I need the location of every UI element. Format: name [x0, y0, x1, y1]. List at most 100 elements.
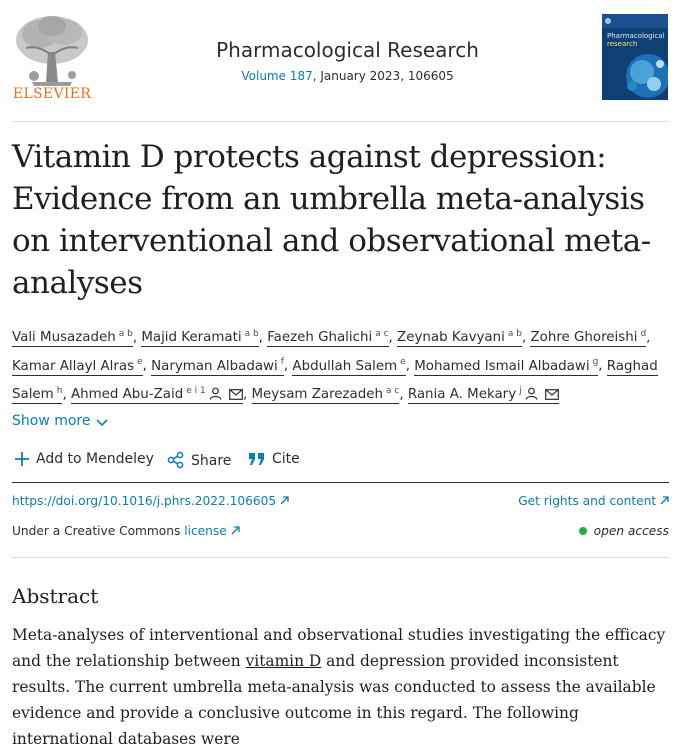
- volume-link[interactable]: Volume 187: [241, 69, 313, 83]
- chevron-down-icon: [95, 419, 108, 427]
- author-link[interactable]: Abdullah Salem e: [292, 357, 406, 376]
- open-access-label: open access: [593, 524, 669, 538]
- show-more-button[interactable]: Show more: [12, 413, 108, 429]
- author-separator: ,: [399, 387, 408, 403]
- author-link[interactable]: Faezeh Ghalichi a c: [267, 329, 389, 348]
- author-affiliation: a b: [507, 329, 522, 339]
- external-link-icon: [280, 496, 289, 505]
- person-icon: [209, 388, 222, 401]
- author-link[interactable]: Kamar Allayl Alras e: [12, 357, 143, 376]
- issue-details: , January 2023, 106605: [312, 69, 454, 83]
- author-affiliation: e: [137, 357, 143, 368]
- author-separator: ,: [242, 387, 252, 403]
- journal-header: ELSEVIER Pharmacological Research Volume…: [0, 0, 675, 122]
- author-separator: ,: [388, 330, 398, 346]
- author-link[interactable]: Zeynab Kavyani a b: [397, 329, 522, 348]
- person-icon: [525, 388, 538, 401]
- author-affiliation: g: [592, 357, 599, 368]
- cover-artwork: [602, 14, 668, 100]
- author-name: Ahmed Abu-Zaid: [70, 387, 184, 403]
- get-rights-link[interactable]: Get rights and content: [518, 494, 669, 508]
- show-more-label: Show more: [12, 413, 91, 429]
- section-divider: [12, 557, 669, 558]
- abstract-text: Meta-analyses of interventional and obse…: [12, 622, 672, 752]
- cover-title-line1: Pharmacological: [607, 32, 665, 40]
- license-notice: Under a Creative Commons license: [12, 524, 240, 538]
- author-affiliation: h: [56, 385, 63, 396]
- author-affiliation: f: [280, 357, 284, 368]
- cite-label: Cite: [272, 451, 300, 467]
- abstract-text-part1: Meta-analyses of interventional and obse…: [12, 626, 666, 670]
- author-link[interactable]: Majid Keramati a b: [141, 329, 259, 348]
- author-name: Majid Keramati: [141, 330, 242, 346]
- elsevier-tree-logo[interactable]: [12, 12, 92, 104]
- journal-title[interactable]: Pharmacological Research: [216, 38, 479, 62]
- cover-title: Pharmacological research: [607, 32, 665, 48]
- author-separator: ,: [258, 330, 268, 346]
- author-separator: ,: [521, 330, 531, 346]
- author-link[interactable]: Vali Musazadeh a b: [12, 329, 133, 348]
- add-to-mendeley-label: Add to Mendeley: [36, 451, 154, 467]
- author-separator: ,: [646, 330, 651, 346]
- author-list: Vali Musazadeh a b, Majid Keramati a b, Fa…: [12, 322, 672, 407]
- vitamin-d-topic-link[interactable]: vitamin D: [245, 652, 322, 670]
- author-separator: ,: [405, 358, 415, 374]
- author-link[interactable]: Zohre Ghoreishi d: [530, 329, 647, 348]
- author-link[interactable]: Mohamed Ismail Albadawi g: [414, 357, 599, 376]
- author-link[interactable]: Naryman Albadawi f: [151, 357, 284, 376]
- author-name: Zeynab Kavyani: [397, 330, 505, 346]
- author-separator: ,: [142, 358, 152, 374]
- open-access-dot-icon: [578, 527, 587, 535]
- author-name: Zohre Ghoreishi: [530, 330, 638, 346]
- doi-link[interactable]: https://doi.org/10.1016/j.phrs.2022.1066…: [12, 494, 289, 508]
- article-title: Vitamin D protects against depression: E…: [12, 139, 651, 301]
- author-affiliation: a c: [375, 329, 389, 339]
- header-divider: [12, 121, 669, 122]
- author-separator: ,: [598, 358, 607, 374]
- author-name: Rania A. Mekary: [407, 387, 517, 403]
- author-link[interactable]: Rania A. Mekary j: [407, 385, 559, 405]
- share-icon: [167, 451, 184, 469]
- quote-icon: [249, 453, 264, 465]
- author-link[interactable]: Raghad Salem h: [12, 358, 658, 405]
- author-name: Faezeh Ghalichi: [267, 330, 373, 346]
- doi-label: https://doi.org/10.1016/j.phrs.2022.1066…: [12, 494, 277, 508]
- open-access-badge: open access: [578, 524, 669, 538]
- author-affiliation: e i 1: [186, 385, 206, 396]
- author-affiliation: a b: [118, 329, 133, 339]
- author-name: Raghad Salem: [12, 358, 658, 403]
- share-button[interactable]: Share: [167, 451, 231, 469]
- plus-icon: [15, 452, 29, 466]
- author-affiliation: a b: [244, 329, 259, 339]
- author-affiliation: e: [400, 357, 406, 368]
- share-label: Share: [191, 453, 232, 469]
- cite-button[interactable]: Cite: [248, 451, 300, 467]
- actions-divider: [12, 482, 669, 483]
- add-to-mendeley-button[interactable]: Add to Mendeley: [14, 451, 154, 467]
- author-affiliation: a c: [386, 385, 400, 396]
- author-link[interactable]: Ahmed Abu-Zaid e i 1: [70, 385, 243, 405]
- license-link-label: license: [184, 524, 227, 538]
- author-name: Mohamed Ismail Albadawi: [414, 358, 590, 374]
- author-name: Naryman Albadawi: [151, 358, 278, 374]
- author-separator: ,: [283, 358, 293, 374]
- author-affiliation: d: [640, 329, 647, 339]
- author-name: Kamar Allayl Alras: [12, 358, 135, 374]
- cover-title-line2: research: [607, 40, 638, 48]
- abstract-heading: Abstract: [12, 584, 99, 608]
- author-separator: ,: [62, 387, 71, 403]
- external-link-icon: [660, 496, 669, 505]
- journal-issue-info: Volume 187, January 2023, 106605: [150, 69, 545, 83]
- author-name: Vali Musazadeh: [12, 330, 116, 346]
- get-rights-label: Get rights and content: [518, 494, 657, 508]
- journal-cover-image[interactable]: Pharmacological research: [602, 14, 668, 100]
- author-name: Abdullah Salem: [292, 358, 398, 374]
- license-prefix: Under a Creative Commons: [12, 524, 185, 538]
- author-link[interactable]: Meysam Zarezadeh a c: [251, 385, 400, 405]
- author-separator: ,: [132, 330, 142, 346]
- author-name: Meysam Zarezadeh: [251, 387, 384, 403]
- mail-icon: [229, 389, 243, 401]
- external-link-icon: [231, 526, 240, 535]
- author-affiliation: j: [519, 385, 522, 396]
- license-link[interactable]: license: [184, 524, 240, 538]
